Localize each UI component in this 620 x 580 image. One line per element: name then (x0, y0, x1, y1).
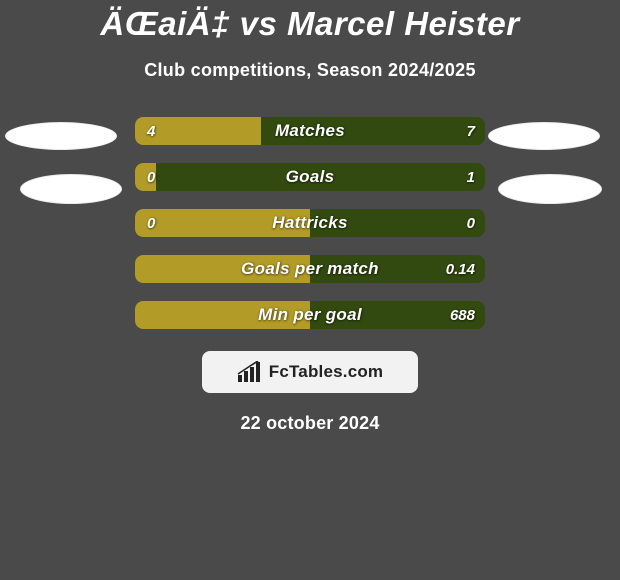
footer-date: 22 october 2024 (0, 413, 620, 434)
stat-row-left-fill (135, 255, 310, 283)
stat-row-label: Goals (135, 163, 485, 191)
stat-row-left-fill (135, 209, 310, 237)
stat-row: 688Min per goal (135, 301, 485, 329)
page-root: ÄŒaiÄ‡ vs Marcel Heister Club competitio… (0, 0, 620, 580)
stat-row-right-value: 0 (467, 209, 475, 237)
source-logo: FcTables.com (202, 351, 418, 393)
stat-row: 47Matches (135, 117, 485, 145)
avatar-right-2 (498, 174, 602, 204)
source-logo-text: FcTables.com (269, 362, 384, 382)
stat-row: 01Goals (135, 163, 485, 191)
stats-chart: 47Matches01Goals00Hattricks0.14Goals per… (135, 117, 485, 329)
avatar-left-1 (5, 122, 117, 150)
avatar-left-2 (20, 174, 122, 204)
bars-icon (237, 361, 263, 383)
stat-row-right-value: 688 (450, 301, 475, 329)
stat-row-right-value: 7 (467, 117, 475, 145)
page-title: ÄŒaiÄ‡ vs Marcel Heister (0, 6, 620, 42)
stat-row-right-value: 1 (467, 163, 475, 191)
avatar-right-1 (488, 122, 600, 150)
stat-row: 00Hattricks (135, 209, 485, 237)
stat-row-left-fill (135, 117, 261, 145)
stat-row-left-fill (135, 163, 156, 191)
page-subtitle: Club competitions, Season 2024/2025 (0, 60, 620, 81)
stat-row-right-value: 0.14 (446, 255, 475, 283)
stat-row: 0.14Goals per match (135, 255, 485, 283)
stat-row-left-fill (135, 301, 310, 329)
